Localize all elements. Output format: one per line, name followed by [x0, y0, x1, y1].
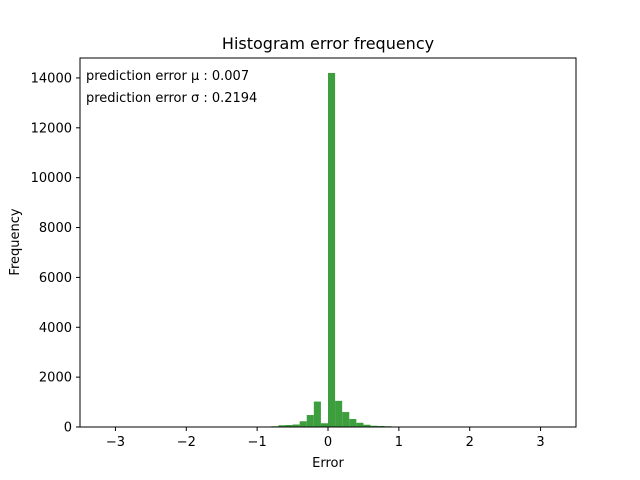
histogram-bar [356, 422, 364, 427]
x-tick-label: 2 [466, 435, 474, 450]
histogram-bar [335, 400, 343, 427]
histogram-bar [370, 425, 378, 427]
x-tick-label: −3 [106, 435, 125, 450]
histogram-bar [328, 72, 336, 427]
histogram-bar [342, 412, 350, 427]
histogram-bar [320, 423, 328, 427]
x-axis: −3 −2 −1 0 1 2 3 [106, 427, 545, 450]
y-tick-label: 6000 [39, 271, 72, 286]
x-tick-label: 0 [324, 435, 332, 450]
histogram-bar [363, 424, 371, 427]
histogram-bar [278, 425, 286, 427]
y-tick-label: 14000 [31, 71, 72, 86]
histogram-bar [292, 424, 300, 427]
y-tick-label: 0 [64, 421, 72, 436]
y-tick-label: 4000 [39, 321, 72, 336]
y-tick-label: 10000 [31, 171, 72, 186]
histogram-bars [264, 72, 399, 427]
histogram-bar [299, 421, 307, 427]
histogram-bar [306, 415, 314, 427]
x-tick-label: −2 [177, 435, 196, 450]
histogram-bar [349, 419, 357, 427]
y-tick-label: 8000 [39, 221, 72, 236]
y-tick-label: 12000 [31, 121, 72, 136]
y-axis-label: Frequency [8, 208, 23, 275]
y-axis: 0 2000 4000 6000 8000 10000 12000 14000 [31, 71, 80, 436]
x-tick-label: −1 [248, 435, 267, 450]
x-tick-label: 3 [536, 435, 544, 450]
chart-title: Histogram error frequency [222, 34, 434, 53]
x-axis-label: Error [312, 456, 344, 471]
x-tick-label: 1 [395, 435, 403, 450]
annotation-mean: prediction error μ : 0.007 [86, 69, 249, 84]
histogram-bar [313, 401, 321, 427]
histogram-bar [285, 425, 293, 427]
y-tick-label: 2000 [39, 371, 72, 386]
annotation-std: prediction error σ : 0.2194 [86, 91, 257, 106]
